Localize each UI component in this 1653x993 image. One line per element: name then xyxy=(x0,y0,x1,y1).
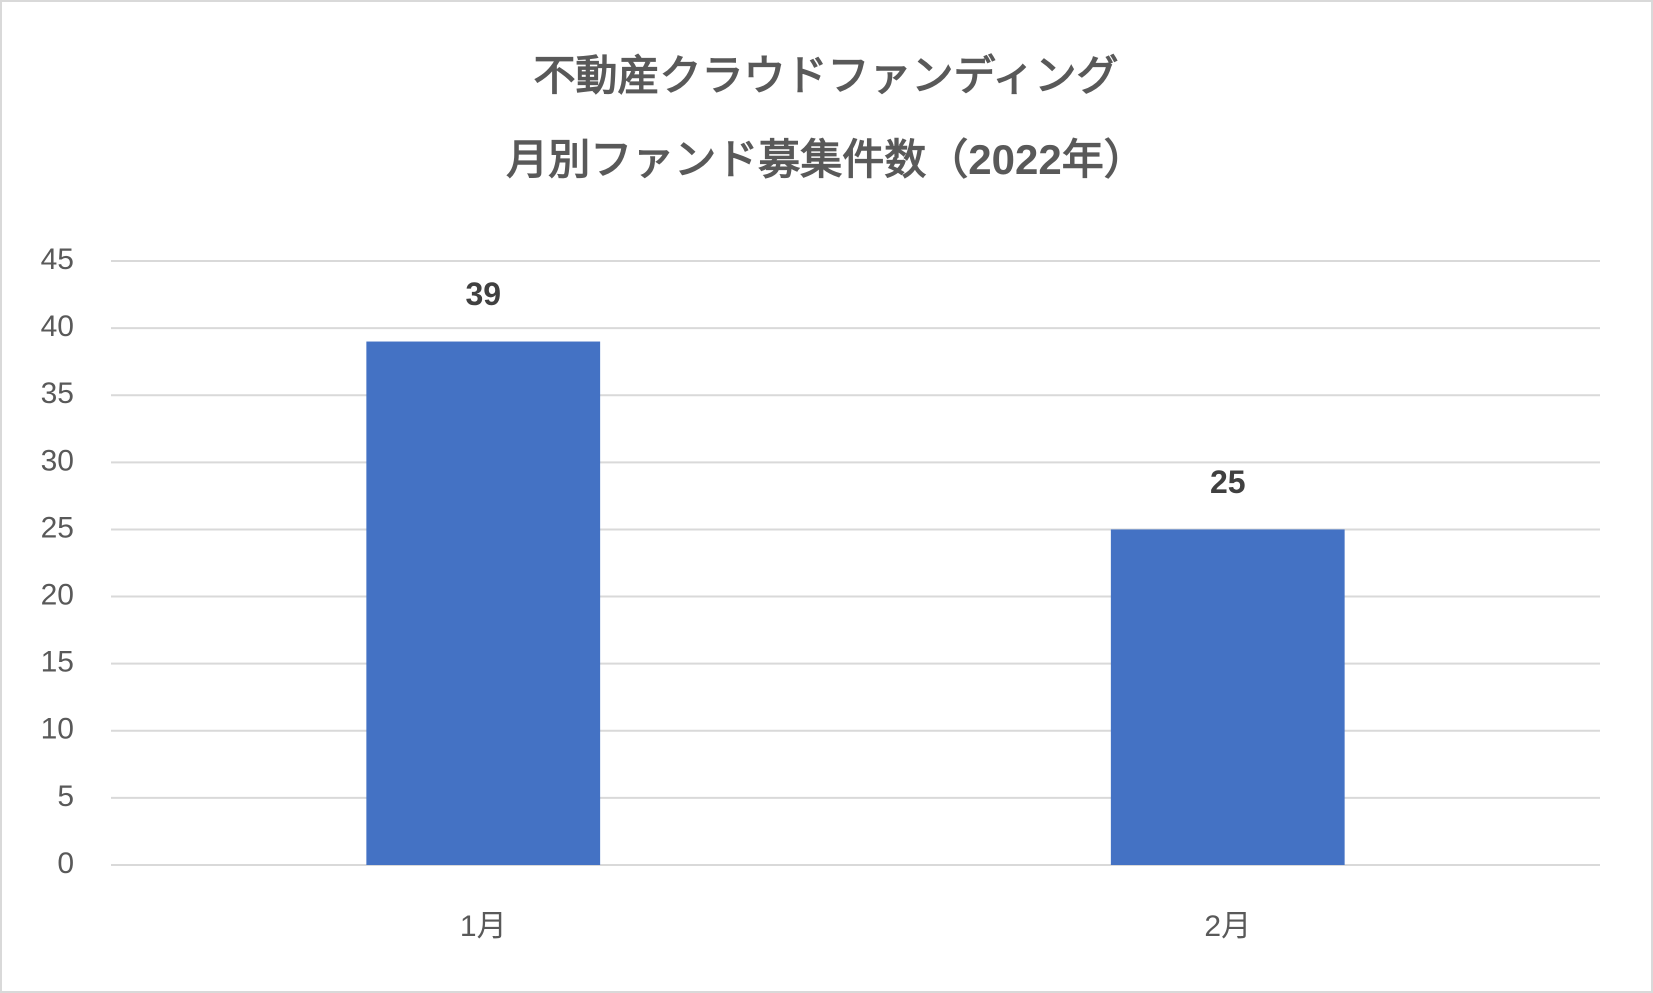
x-tick-label: 1月 xyxy=(460,910,507,943)
y-tick-label: 35 xyxy=(41,377,74,410)
y-tick-label: 45 xyxy=(41,243,74,276)
data-label: 25 xyxy=(1210,464,1246,500)
y-tick-label: 0 xyxy=(57,847,74,880)
y-tick-label: 5 xyxy=(57,780,74,813)
data-label: 39 xyxy=(465,276,501,312)
y-tick-label: 20 xyxy=(41,578,74,611)
bar xyxy=(1110,529,1345,865)
y-tick-label: 40 xyxy=(41,310,74,343)
y-tick-label: 10 xyxy=(41,713,74,746)
y-tick-label: 25 xyxy=(41,511,74,544)
chart-title: 月別ファンド募集件数（2022年） xyxy=(506,136,1145,183)
x-tick-label: 2月 xyxy=(1204,910,1251,943)
y-tick-label: 15 xyxy=(41,646,74,679)
y-tick-label: 30 xyxy=(41,444,74,477)
bar xyxy=(366,341,601,865)
chart-title: 不動産クラウドファンディング xyxy=(533,52,1118,99)
